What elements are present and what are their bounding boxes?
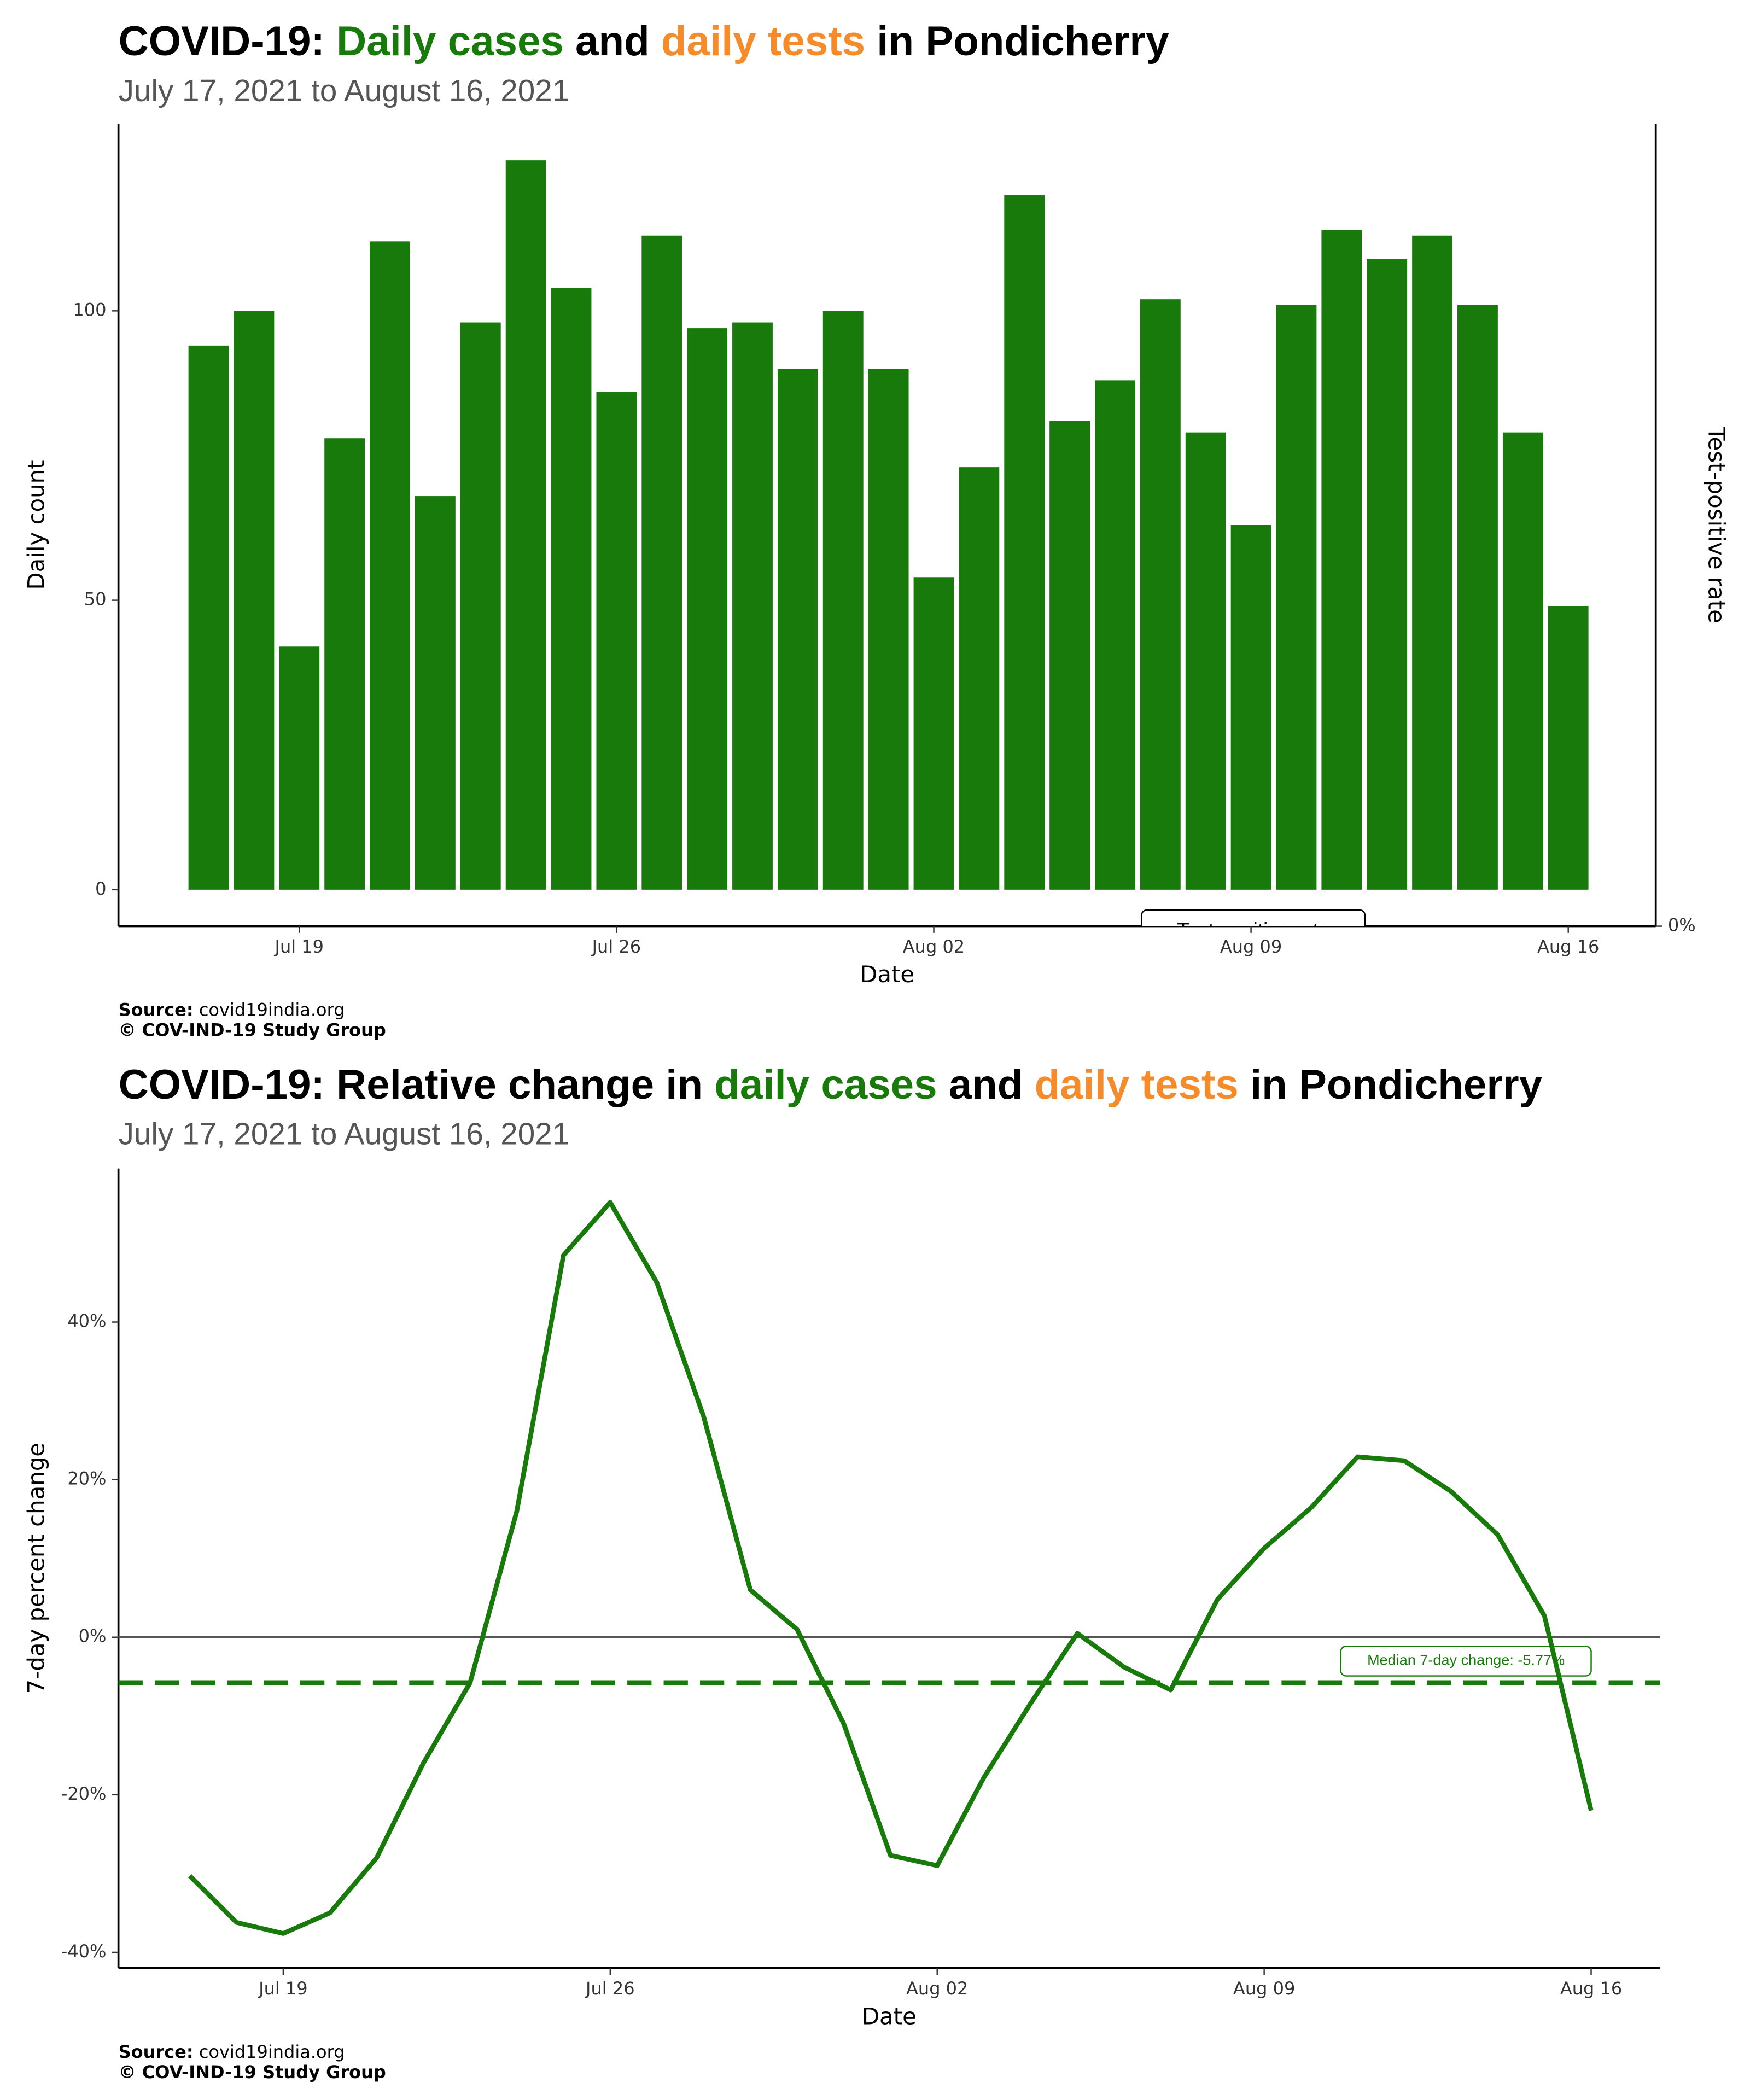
bar (822, 311, 864, 890)
median-label: Median 7-day change: -5.77% (1367, 1652, 1565, 1669)
y2-axis-title: Test-positive rate (1704, 426, 1730, 623)
title-part: daily tests (661, 18, 865, 65)
copyright: © COV-IND-19 Study Group (119, 1020, 386, 1041)
bar (1185, 432, 1226, 890)
y2-tick-label: 0% (1668, 915, 1696, 936)
bar (279, 646, 320, 890)
source-value: covid19india.org (199, 2041, 345, 2062)
title-part: in Pondicherry (877, 18, 1169, 65)
bar (777, 369, 818, 890)
source-value: covid19india.org (199, 1000, 345, 1020)
source-label: Source: (119, 1000, 194, 1020)
x-axis-title: Date (862, 2003, 917, 2029)
chart-title: COVID-19: Relative change in daily cases… (119, 1061, 1543, 1108)
bar (596, 392, 637, 890)
annotation-text: Test-positive rate (1177, 919, 1329, 941)
title-part: in Pondicherry (1250, 1061, 1543, 1108)
x-tick-label: Aug 09 (1220, 936, 1282, 957)
y-tick-label: -40% (61, 1941, 107, 1962)
bar (1412, 235, 1452, 890)
bar (460, 322, 501, 890)
copyright: © COV-IND-19 Study Group (119, 2062, 386, 2082)
y-tick-label: 100 (73, 299, 106, 320)
title-part: daily tests (1035, 1061, 1239, 1108)
y-tick-label: 20% (67, 1468, 106, 1489)
x-tick-label: Jul 26 (591, 936, 641, 957)
x-tick-label: Aug 02 (906, 1978, 968, 1999)
annotation-box (1141, 909, 1366, 926)
bar (188, 345, 229, 890)
x-tick-label: Aug 16 (1560, 1978, 1622, 1999)
x-tick-label: Jul 19 (274, 936, 324, 957)
y-tick-label: -20% (61, 1783, 107, 1804)
title-part: Daily cases (336, 18, 564, 65)
x-tick-label: Jul 26 (585, 1978, 635, 1999)
bar (1049, 421, 1090, 890)
bar (1321, 230, 1362, 890)
x-tick-label: Aug 02 (903, 936, 965, 957)
bar (1095, 380, 1135, 890)
y-tick-label: 40% (67, 1311, 106, 1332)
bar (1502, 432, 1543, 890)
chart-title: COVID-19: Daily cases and daily tests in… (119, 18, 1169, 65)
bar (959, 467, 1000, 890)
source-label: Source: (119, 2041, 194, 2062)
x-tick-label: Aug 16 (1537, 936, 1599, 957)
source: Source: covid19india.org (119, 2041, 345, 2062)
title-part: COVID-19: (119, 18, 325, 65)
x-axis-title: Date (860, 961, 914, 988)
chart-subtitle: July 17, 2021 to August 16, 2021 (119, 1116, 570, 1151)
bar (1548, 606, 1589, 890)
bar (1276, 305, 1317, 890)
bar (687, 328, 728, 890)
chart-subtitle: July 17, 2021 to August 16, 2021 (119, 73, 570, 108)
y-axis-title: 7-day percent change (22, 1443, 49, 1694)
series-line (188, 1200, 1594, 1936)
y-axis-title: Daily count (22, 460, 49, 590)
source: Source: covid19india.org (119, 1000, 345, 1020)
bar (641, 235, 682, 890)
bar (732, 322, 773, 890)
bar (324, 438, 365, 890)
bar (913, 577, 954, 890)
bar (505, 160, 546, 890)
title-part: daily cases (714, 1061, 937, 1108)
bar (415, 496, 456, 890)
bar (1140, 299, 1181, 890)
bar (234, 311, 275, 890)
y-tick-label: 0% (79, 1626, 107, 1647)
bar (1457, 305, 1498, 890)
annotation: Test-positive rate (1141, 909, 1366, 941)
y-tick-label: 0 (95, 878, 106, 899)
bar (1230, 525, 1271, 890)
y-tick-label: 50 (84, 589, 107, 610)
x-tick-label: Aug 09 (1233, 1978, 1295, 1999)
title-part: and (575, 18, 650, 65)
title-part: and (949, 1061, 1023, 1108)
bar (370, 241, 410, 890)
median-label-box (1340, 1646, 1592, 1677)
bar (551, 288, 592, 890)
bar (868, 369, 909, 890)
bar (1004, 195, 1045, 890)
x-tick-label: Jul 19 (258, 1978, 307, 1999)
title-part: COVID-19: Relative change in (119, 1061, 703, 1108)
bar (1367, 259, 1408, 890)
